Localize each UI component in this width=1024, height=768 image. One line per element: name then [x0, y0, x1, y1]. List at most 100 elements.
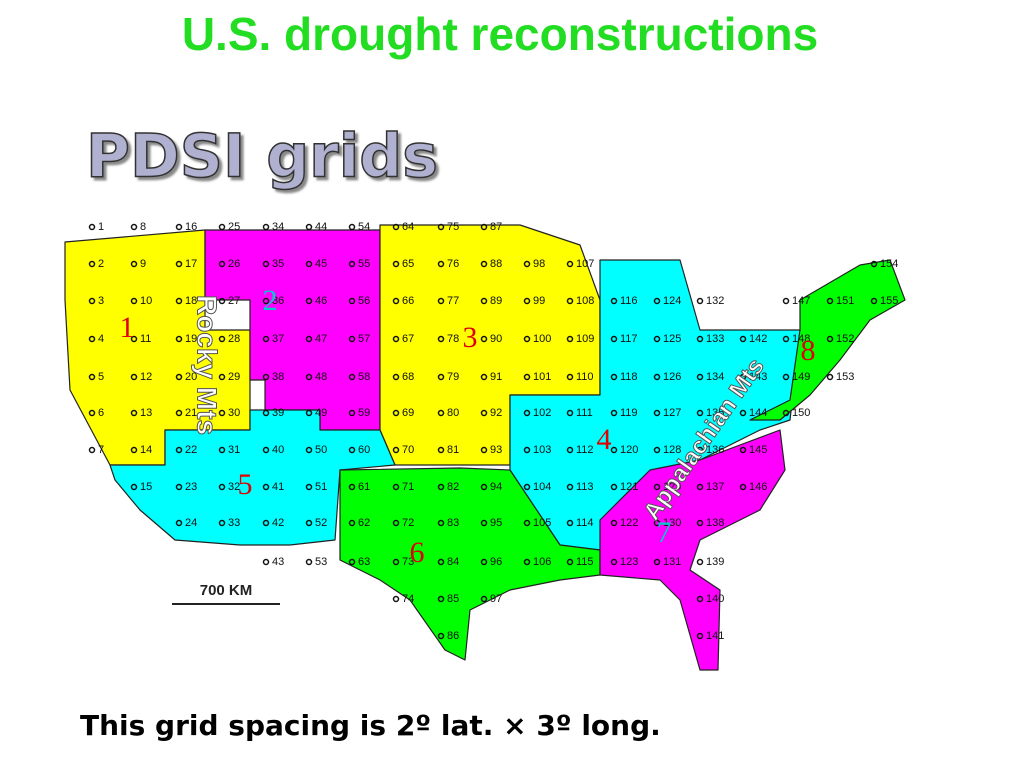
- grid-point-label: 41: [272, 481, 284, 493]
- grid-point-label: 56: [358, 295, 370, 307]
- grid-point-label: 99: [533, 295, 545, 307]
- grid-dot: [610, 483, 618, 491]
- grid-point-label: 35: [272, 258, 284, 270]
- region-number: 8: [801, 334, 816, 367]
- grid-dot: [696, 519, 704, 527]
- grid-dot: [262, 260, 270, 268]
- grid-dot: [348, 446, 356, 454]
- grid-point-label: 93: [490, 444, 502, 456]
- grid-point-label: 104: [533, 481, 551, 493]
- grid-point-label: 37: [272, 333, 284, 345]
- grid-point-label: 7: [98, 444, 104, 456]
- grid-point-label: 148: [792, 333, 810, 345]
- grid-point-label: 16: [185, 221, 197, 233]
- grid-dot: [610, 335, 618, 343]
- grid-point-label: 6: [98, 407, 104, 419]
- grid-dot: [175, 409, 183, 417]
- grid-point-label: 17: [185, 258, 197, 270]
- grid-dot: [566, 558, 574, 566]
- grid-dot: [437, 446, 445, 454]
- grid-point-label: 113: [576, 481, 594, 493]
- grid-point-label: 153: [836, 371, 854, 383]
- grid-dot: [480, 297, 488, 305]
- grid-point-label: 84: [447, 556, 459, 568]
- scale-label: 700 KM: [200, 582, 253, 599]
- grid-dot: [392, 335, 400, 343]
- grid-point-label: 45: [315, 258, 327, 270]
- grid-point-label: 32: [228, 481, 240, 493]
- grid-dot: [566, 373, 574, 381]
- grid-dot: [826, 335, 834, 343]
- grid-dot: [480, 558, 488, 566]
- grid-point-label: 4: [98, 333, 104, 345]
- grid-point-label: 106: [533, 556, 551, 568]
- grid-point-label: 78: [447, 333, 459, 345]
- grid-point-label: 101: [533, 371, 551, 383]
- grid-point-label: 29: [228, 371, 240, 383]
- region-number: 4: [597, 423, 612, 456]
- grid-dot: [218, 483, 226, 491]
- grid-point-label: 88: [490, 258, 502, 270]
- grid-dot: [480, 373, 488, 381]
- title: U.S. drought reconstructions: [182, 8, 818, 60]
- grid-dot: [175, 223, 183, 231]
- grid-point-label: 110: [576, 371, 594, 383]
- grid-point-label: 77: [447, 295, 459, 307]
- grid-point-label: 19: [185, 333, 197, 345]
- grid-dot: [437, 223, 445, 231]
- grid-point-label: 97: [490, 593, 502, 605]
- grid-point-label: 96: [490, 556, 502, 568]
- grid-dot: [348, 519, 356, 527]
- grid-dot: [348, 260, 356, 268]
- grid-dot: [437, 409, 445, 417]
- grid-dot: [262, 446, 270, 454]
- grid-dot: [305, 260, 313, 268]
- grid-dot: [653, 483, 661, 491]
- grid-dot: [480, 409, 488, 417]
- grid-dot: [696, 335, 704, 343]
- grid-point-label: 5: [98, 371, 104, 383]
- grid-dot: [739, 373, 747, 381]
- grid-dot: [348, 373, 356, 381]
- grid-dot: [218, 446, 226, 454]
- grid-dot: [523, 446, 531, 454]
- grid-dot: [696, 446, 704, 454]
- grid-dot: [523, 483, 531, 491]
- grid-point-label: 146: [749, 481, 767, 493]
- grid-dot: [175, 483, 183, 491]
- grid-dot: [218, 223, 226, 231]
- region-number: 5: [238, 468, 253, 501]
- grid-dot: [523, 297, 531, 305]
- grid-point-label: 58: [358, 371, 370, 383]
- grid-point-label: 14: [140, 444, 152, 456]
- grid-point-label: 54: [358, 221, 370, 233]
- grid-dot: [653, 519, 661, 527]
- grid-dot: [88, 409, 96, 417]
- grid-point-label: 108: [576, 295, 594, 307]
- grid-point-label: 8: [140, 221, 146, 233]
- grid-dot: [437, 632, 445, 640]
- grid-point-label: 10: [140, 295, 152, 307]
- grid-point-label: 61: [358, 481, 370, 493]
- grid-dot: [696, 595, 704, 603]
- grid-dot: [175, 446, 183, 454]
- grid-dot: [437, 373, 445, 381]
- grid-point-label: 65: [402, 258, 414, 270]
- grid-dot: [392, 409, 400, 417]
- grid-point-label: 51: [315, 481, 327, 493]
- grid-dot: [480, 260, 488, 268]
- grid-point-label: 122: [620, 517, 638, 529]
- grid-point-label: 152: [836, 333, 854, 345]
- grid-point-label: 135: [706, 407, 724, 419]
- grid-dot: [392, 297, 400, 305]
- map: [64, 224, 906, 671]
- grid-dot: [653, 446, 661, 454]
- grid-dot: [739, 446, 747, 454]
- grid-point-label: 34: [272, 221, 284, 233]
- grid-point-label: 154: [880, 258, 898, 270]
- grid-point-label: 3: [98, 295, 104, 307]
- grid-dot: [305, 373, 313, 381]
- grid-point-label: 144: [749, 407, 767, 419]
- grid-point-label: 18: [185, 295, 197, 307]
